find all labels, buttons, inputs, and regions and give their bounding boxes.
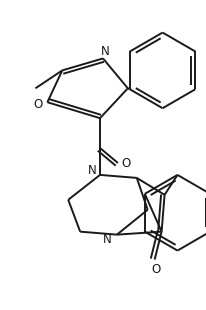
Text: N: N — [102, 233, 111, 246]
Text: N: N — [100, 45, 109, 58]
Text: O: O — [121, 157, 130, 170]
Text: O: O — [34, 98, 43, 111]
Text: N: N — [87, 164, 96, 177]
Text: O: O — [150, 263, 159, 276]
